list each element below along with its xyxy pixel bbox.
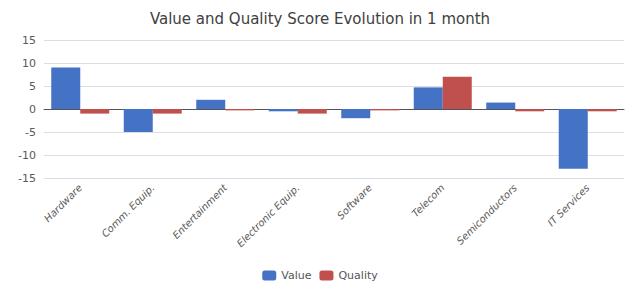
svg-text:-10: -10 (18, 149, 36, 162)
svg-text:15: 15 (22, 34, 36, 47)
svg-text:Quality: Quality (338, 269, 378, 282)
svg-text:0: 0 (29, 103, 36, 116)
svg-text:-5: -5 (25, 126, 36, 139)
svg-text:Software: Software (335, 182, 374, 221)
svg-text:IT Services: IT Services (545, 182, 591, 228)
svg-text:Semiconductors: Semiconductors (455, 182, 520, 247)
svg-text:Value: Value (281, 269, 311, 282)
svg-text:Electronic Equip.: Electronic Equip. (235, 182, 302, 249)
svg-text:Entertainment: Entertainment (170, 181, 229, 240)
svg-text:Value and Quality Score Evolut: Value and Quality Score Evolution in 1 m… (150, 10, 490, 28)
svg-text:Hardware: Hardware (42, 182, 84, 224)
svg-text:-15: -15 (18, 172, 36, 185)
svg-text:5: 5 (29, 80, 36, 93)
svg-text:Telecom: Telecom (410, 182, 447, 219)
svg-text:10: 10 (22, 57, 36, 70)
svg-text:Comm. Equip.: Comm. Equip. (99, 182, 156, 239)
